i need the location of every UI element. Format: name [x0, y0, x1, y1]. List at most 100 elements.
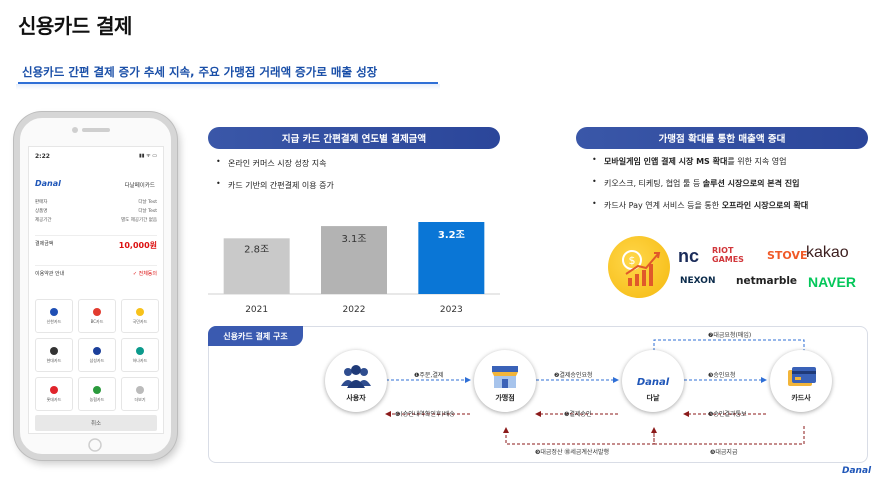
card-option[interactable]: BC카드	[78, 299, 116, 333]
node-label: 다날	[646, 394, 660, 402]
x-tick-label: 2022	[343, 305, 366, 315]
node-danal: Danal 다날	[622, 350, 684, 412]
status-time: 2:22	[35, 153, 50, 160]
data-label: 2.8조	[244, 244, 269, 255]
x-tick-label: 2023	[440, 305, 463, 315]
card-name: 삼성카드	[89, 357, 105, 363]
flow-label-payment-approval: ❺결제승인	[564, 411, 592, 418]
card-option[interactable]: 삼성카드	[78, 338, 116, 372]
netmarble-logo: netmarble	[736, 275, 798, 287]
card-name: 롯데카드	[46, 396, 62, 402]
bullet-bold: 오프라인 시장으로의 확대	[721, 201, 809, 210]
danal-logo: Danal	[636, 377, 670, 388]
flow-label-approval-request: ❸승인요청	[708, 372, 736, 379]
info-label: 판매자	[35, 200, 48, 205]
amount-value: 10,000원	[118, 241, 157, 250]
card-name: 하나카드	[132, 357, 148, 363]
node-label: 가맹점	[495, 394, 515, 402]
card-option[interactable]: 국민카드	[121, 299, 159, 333]
cancel-button[interactable]: 취소	[35, 415, 157, 431]
bar-2021	[223, 238, 290, 294]
terms-label: 이용약관 안내	[35, 271, 65, 277]
bullet-text: 를 위한 지속 영업	[727, 157, 787, 166]
amount-row: 결제금액 10,000원	[35, 235, 157, 251]
users-icon	[341, 365, 371, 388]
subtitle-bar: 신용카드 간편 결제 증가 추세 지속, 주요 가맹점 거래액 증가로 매출 성…	[18, 60, 438, 84]
node-label: 사용자	[346, 394, 366, 402]
card-name: 농협카드	[89, 396, 105, 402]
right-bullets: 모바일게임 인앱 결제 시장 MS 확대를 위한 지속 영업 키오스크, 티케팅…	[590, 155, 880, 222]
node-merchant: 가맹점	[474, 350, 536, 412]
riot-games-logo: RIOT GAMES	[712, 246, 762, 264]
card-option[interactable]: 현대카드	[35, 338, 73, 372]
card-option[interactable]: 더보기	[121, 377, 159, 411]
flow-label-payout: ❽대금지급	[710, 449, 738, 456]
bullet-bold: 솔루션 시장으로의 본격 진입	[702, 179, 800, 188]
card-logo-icon	[93, 346, 101, 355]
danal-logo: Danal	[35, 179, 61, 188]
nc-logo: nc	[678, 246, 699, 267]
phone-screen: 2:22 ▮▮ ᯤ ▭ Danal 다날페이카드 판매자 다날 Test 상품명 다…	[28, 146, 164, 434]
card-logo-icon	[50, 385, 58, 394]
node-card-company: 카드사	[770, 350, 832, 412]
status-icons: ▮▮ ᯤ ▭	[139, 153, 157, 159]
bullet-text: 키오스크, 티케팅, 협업 툴 등	[604, 179, 703, 188]
bullet-text: 카드사 Pay 연계 서비스 등을 통한	[604, 201, 722, 210]
card-option[interactable]: 롯데카드	[35, 377, 73, 411]
kakao-logo: kakao	[806, 244, 849, 261]
card-logo-icon	[136, 307, 144, 316]
nexon-logo: NEXON	[680, 276, 716, 286]
card-option[interactable]: 신한카드	[35, 299, 73, 333]
amount-label: 결제금액	[35, 241, 54, 247]
footer-danal-logo: Danal	[842, 466, 872, 476]
card-logo-icon	[136, 385, 144, 394]
flow-label-settlement: ❾대금정산 ⓾세금계산서발행	[535, 449, 610, 456]
naver-logo: NAVER	[808, 274, 856, 290]
info-label: 제공기간	[35, 218, 52, 223]
flow-label-claim: ❼대금요청(매입)	[708, 332, 752, 339]
data-label: 3.2조	[438, 229, 465, 241]
card-logo-icon	[136, 346, 144, 355]
flow-label-approval-result: ❹승인결과통보	[708, 411, 747, 418]
node-user: 사용자	[325, 350, 387, 412]
svg-text:$: $	[629, 254, 636, 267]
card-logo-icon	[93, 307, 101, 316]
card-logo-icon	[93, 385, 101, 394]
page-subtitle: 신용카드 간편 결제 증가 추세 지속, 주요 가맹점 거래액 증가로 매출 성…	[22, 65, 378, 79]
page-title: 신용카드 결제	[18, 14, 132, 38]
store-icon	[492, 366, 518, 388]
card-name: 더보기	[134, 396, 146, 402]
speaker-icon	[82, 128, 110, 132]
section-header-merchant-expansion: 가맹점 확대를 통한 매출액 증대	[576, 127, 868, 149]
card-option[interactable]: 농협카드	[78, 377, 116, 411]
card-name: 현대카드	[46, 357, 62, 363]
info-value: 다날 Test	[138, 200, 157, 205]
card-option[interactable]: 하나카드	[121, 338, 159, 372]
bullet-item: 모바일게임 인앱 결제 시장 MS 확대를 위한 지속 영업	[590, 155, 880, 178]
bullet-item: 카드사 Pay 연계 서비스 등을 통한 오프라인 시장으로의 확대	[590, 199, 880, 222]
bullet-item: 카드 기반의 간편결제 이용 증가	[214, 179, 494, 202]
info-row: 판매자 다날 Test	[35, 199, 157, 208]
info-row: 상품명 다날 Test	[35, 208, 157, 217]
card-name: 국민카드	[132, 318, 148, 324]
payment-structure-panel	[208, 326, 868, 463]
credit-card-icon	[788, 367, 816, 386]
bar-2022	[321, 226, 387, 294]
card-logo-icon	[50, 346, 58, 355]
subtitle-shadow	[16, 84, 440, 90]
phone-mockup: 2:22 ▮▮ ᯤ ▭ Danal 다날페이카드 판매자 다날 Test 상품명 다…	[14, 112, 177, 460]
payment-info: 판매자 다날 Test 상품명 다날 Test 제공기간 별도 제공기간 없음	[35, 199, 157, 226]
bar-chart: 2.8조 2021 3.1조 2022 3.2조 2023	[208, 222, 500, 315]
bullet-item: 온라인 커머스 시장 성장 지속	[214, 157, 494, 180]
x-tick-label: 2021	[245, 305, 268, 315]
home-button-icon[interactable]	[80, 438, 110, 452]
flow-arrows	[385, 339, 807, 445]
coin-growth-icon: $	[608, 236, 670, 298]
info-value: 별도 제공기간 없음	[121, 218, 157, 223]
info-value: 다날 Test	[138, 209, 157, 214]
flow-label-approve-request: ❷결제승인요청	[554, 372, 593, 379]
stove-logo: STOVE	[767, 249, 808, 262]
data-label: 3.1조	[341, 234, 366, 245]
agree-all-checkbox[interactable]: ✓ 전체동의	[132, 271, 157, 277]
